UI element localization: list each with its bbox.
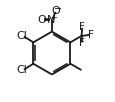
Text: O: O [37, 15, 46, 25]
Text: Cl: Cl [17, 65, 27, 75]
Text: F: F [87, 30, 93, 40]
Text: O: O [51, 6, 59, 16]
Text: F: F [78, 22, 84, 32]
Text: F: F [78, 38, 84, 48]
Text: +: + [50, 13, 57, 22]
Text: Cl: Cl [17, 31, 27, 41]
Text: −: − [54, 4, 62, 14]
Text: N: N [47, 15, 55, 25]
